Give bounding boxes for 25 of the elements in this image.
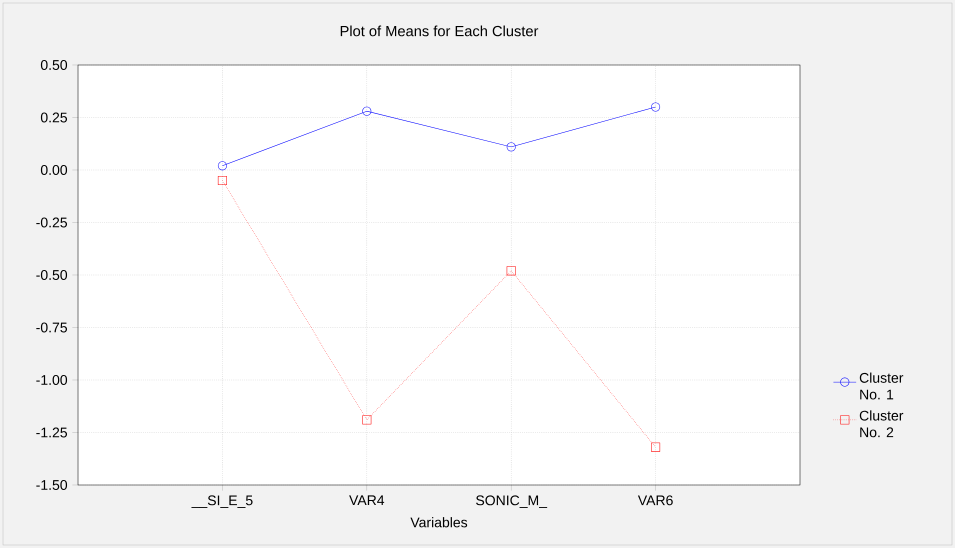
point — [651, 102, 660, 112]
y-tick-label: 0.25 — [40, 112, 68, 122]
point — [651, 442, 660, 452]
point — [362, 415, 372, 424]
x-tick-label: VAR4 — [349, 495, 384, 506]
y-tick-label: -0.75 — [36, 322, 68, 332]
y-tick-label: 0.00 — [40, 165, 68, 175]
x-tick-label: VAR6 — [638, 495, 673, 506]
x-tick-label: SONIC_M_ — [476, 495, 548, 508]
point — [362, 106, 372, 116]
y-tick-label: -1.25 — [36, 428, 68, 438]
point — [218, 161, 227, 170]
y-tick-label: -1.50 — [36, 480, 68, 490]
x-axis-title: Variables — [410, 517, 468, 528]
y-tick-label: -0.25 — [36, 218, 68, 228]
point — [506, 266, 516, 276]
chart-title: Plot of Means for Each Cluster — [340, 26, 538, 36]
y-tick-label: -1.00 — [36, 375, 68, 385]
y-tick-label: 0.50 — [40, 60, 68, 70]
legend-label: Cluster No. 1 — [860, 372, 904, 400]
point — [218, 176, 227, 186]
point — [506, 142, 516, 152]
y-tick-label: -0.50 — [36, 270, 68, 280]
legend-label: Cluster No. 2 — [860, 410, 904, 438]
x-tick-label: __SI_E_5 — [191, 495, 253, 508]
